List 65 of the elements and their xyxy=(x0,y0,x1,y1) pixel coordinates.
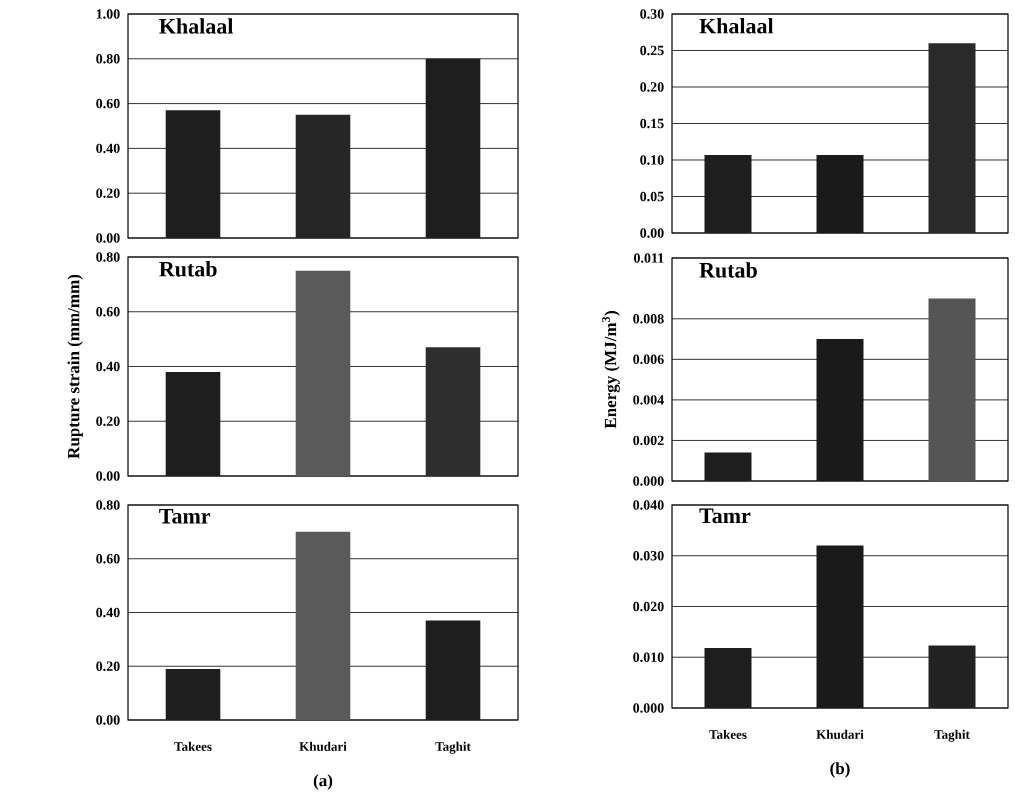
bar xyxy=(295,114,351,238)
y-tick-label: 0.010 xyxy=(633,652,664,662)
y-tick-label: 0.40 xyxy=(96,361,120,372)
y-tick-label: 0.15 xyxy=(640,118,664,129)
y-tick-label: 0.40 xyxy=(96,607,120,618)
bar xyxy=(928,298,976,481)
bar xyxy=(165,668,221,720)
y-tick-label: 0.002 xyxy=(633,435,664,446)
bar xyxy=(425,347,481,476)
y-tick-label: 0.004 xyxy=(633,395,664,405)
y-tick-label: 0.000 xyxy=(633,703,664,713)
y-tick-label: 0.20 xyxy=(96,416,120,426)
y-tick-label: 0.00 xyxy=(640,228,664,238)
y-tick-label: 0.40 xyxy=(96,143,120,154)
y-tick-label: 0.20 xyxy=(96,661,120,671)
y-tick-label: 0.10 xyxy=(640,155,664,165)
bar xyxy=(816,545,864,708)
y-axis-title: Rupture strain (mm/mm) xyxy=(67,274,83,459)
text: (a) xyxy=(313,774,333,790)
y-axis-title: Energy (MJ/m$^{3}$) xyxy=(601,311,620,429)
text: (b) xyxy=(830,762,850,778)
y-tick-label: 0.60 xyxy=(96,98,120,109)
bar xyxy=(295,270,351,476)
y-tick-label: 0.020 xyxy=(633,601,664,612)
x-tick-label: Takees xyxy=(174,741,212,751)
y-tick-label: 0.60 xyxy=(96,306,120,317)
y-tick-label: 0.00 xyxy=(96,233,120,243)
y-tick-label: 0.040 xyxy=(633,500,664,510)
y-tick-label: 0.20 xyxy=(96,188,120,198)
x-tick-label: Khudari xyxy=(299,741,347,751)
y-tick-label: 0.60 xyxy=(96,553,120,564)
bar xyxy=(816,339,864,481)
y-tick-label: 0.000 xyxy=(633,476,664,486)
chart-title: Khalaal xyxy=(159,18,234,34)
x-tick-label: Taghit xyxy=(934,729,970,742)
y-tick-label: 0.00 xyxy=(96,715,120,725)
y-tick-label: 0.011 xyxy=(634,253,664,263)
x-tick-label: Takees xyxy=(709,729,747,739)
y-tick-label: 0.20 xyxy=(640,82,664,92)
y-tick-label: 0.030 xyxy=(633,550,664,561)
x-tick-label: Khudari xyxy=(816,729,864,739)
y-tick-label: 0.80 xyxy=(96,252,120,262)
bar xyxy=(704,452,752,481)
y-tick-label: 0.00 xyxy=(96,471,120,481)
y-tick-label: 0.80 xyxy=(96,500,120,510)
bar xyxy=(928,645,976,708)
y-tick-label: 0.25 xyxy=(640,45,664,56)
y-tick-label: 0.008 xyxy=(633,314,664,324)
y-tick-label: 0.006 xyxy=(633,354,664,365)
bar xyxy=(704,648,752,708)
y-tick-label: 0.80 xyxy=(96,54,120,64)
chart-title: Khalaal xyxy=(699,18,774,34)
bar xyxy=(425,620,481,720)
bar xyxy=(165,371,221,476)
y-tick-label: 0.30 xyxy=(640,9,664,19)
chart-title: Tamr xyxy=(159,508,211,524)
chart-title: Rutab xyxy=(159,261,217,277)
bar xyxy=(425,58,481,238)
chart-title: Rutab xyxy=(699,262,757,278)
chart-title: Tamr xyxy=(699,508,751,524)
y-tick-label: 0.05 xyxy=(640,191,664,202)
bar xyxy=(295,531,351,720)
bar xyxy=(165,110,221,238)
x-tick-label: Taghit xyxy=(435,741,471,754)
y-tick-label: 1.00 xyxy=(96,9,120,19)
